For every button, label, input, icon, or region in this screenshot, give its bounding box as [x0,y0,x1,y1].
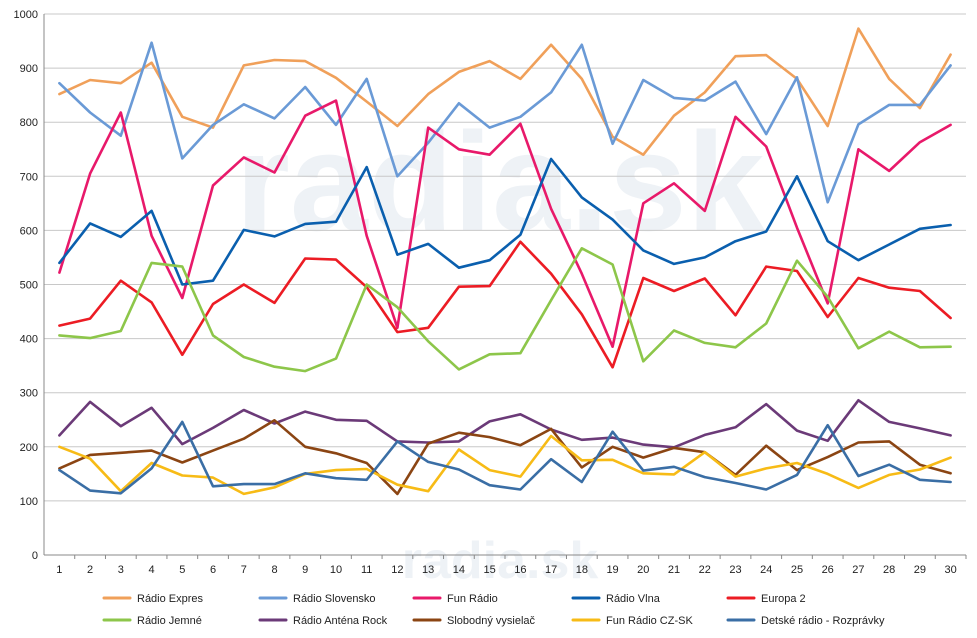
legend-item: Rádio Anténa Rock [258,615,388,627]
legend-item: Rádio Vlna [571,593,661,605]
x-tick-label: 16 [514,564,526,576]
y-tick-label: 500 [20,280,38,292]
y-tick-label: 700 [20,171,38,183]
x-tick-label: 10 [330,564,342,576]
x-tick-label: 11 [361,564,372,576]
series-line-3 [58,157,952,286]
series-lines [58,27,952,496]
x-tick-label: 12 [391,564,403,576]
y-tick-label: 1000 [14,9,38,21]
legend-label: Detské rádio - Rozprávky [761,615,885,627]
y-tick-label: 400 [20,334,38,346]
x-tick-label: 27 [852,564,864,576]
y-tick-label: 300 [20,388,38,400]
watermark-text: radia.sk [235,103,764,260]
x-tick-label: 25 [791,564,803,576]
x-tick-label: 30 [945,564,957,576]
x-tick-label: 14 [453,564,465,576]
legend-label: Europa 2 [761,593,806,605]
x-tick-label: 26 [822,564,834,576]
y-tick-label: 800 [20,117,38,129]
legend-label: Rádio Vlna [606,593,661,605]
x-tick-label: 13 [422,564,434,576]
series-line-5 [58,247,952,373]
legend-label: Fun Rádio CZ-SK [606,615,693,627]
x-tick-label: 3 [118,564,124,576]
series-line-0 [58,27,952,156]
y-tick-label: 600 [20,225,38,237]
legend-item: Rádio Expres [102,593,204,605]
x-tick-label: 7 [241,564,247,576]
y-tick-label: 900 [20,63,38,75]
x-tick-label: 24 [760,564,772,576]
y-tick-label: 200 [20,442,38,454]
legend-label: Rádio Slovensko [293,593,376,605]
legend-label: Rádio Anténa Rock [293,615,388,627]
x-tick-label: 9 [302,564,308,576]
watermark: radia.sk radia.sk [235,103,764,590]
x-tick-label: 20 [637,564,649,576]
legend-item: Fun Rádio CZ-SK [571,615,693,627]
grid [44,13,966,556]
legend-item: Rádio Jemné [102,615,202,627]
x-tick-label: 19 [606,564,618,576]
series-line-6 [58,398,952,449]
x-tick-label: 6 [210,564,216,576]
series-line-7 [58,418,952,496]
x-tick-label: 5 [179,564,185,576]
legend-item: Fun Rádio [412,593,498,605]
series-line-1 [58,41,952,204]
x-tick-label: 22 [699,564,711,576]
x-tick-label: 1 [56,564,62,576]
legend-label: Slobodný vysielač [447,615,536,627]
x-tick-label: 8 [271,564,277,576]
legend-item: Slobodný vysielač [412,615,536,627]
x-tick-label: 21 [668,564,680,576]
legend-item: Detské rádio - Rozprávky [726,615,885,627]
legend-label: Rádio Jemné [137,615,202,627]
x-tick-label: 23 [729,564,741,576]
x-tick-label: 4 [149,564,155,576]
y-tick-label: 0 [32,550,38,562]
x-tick-label: 18 [576,564,588,576]
legend-label: Fun Rádio [447,593,498,605]
x-tick-label: 15 [484,564,496,576]
y-tick-label: 100 [20,496,38,508]
watermark-footer-text: radia.sk [402,532,599,590]
series-line-4 [58,240,952,369]
series-line-9 [58,420,952,495]
series-line-2 [58,99,952,349]
legend-item: Rádio Slovensko [258,593,376,605]
x-tick-label: 17 [545,564,557,576]
x-tick-label: 28 [883,564,895,576]
x-tick-label: 2 [87,564,93,576]
legend: Rádio Expres Rádio Slovensko Fun Rádio Rádi… [102,593,885,627]
x-tick-label: 29 [914,564,926,576]
legend-item: Europa 2 [726,593,806,605]
legend-label: Rádio Expres [137,593,204,605]
